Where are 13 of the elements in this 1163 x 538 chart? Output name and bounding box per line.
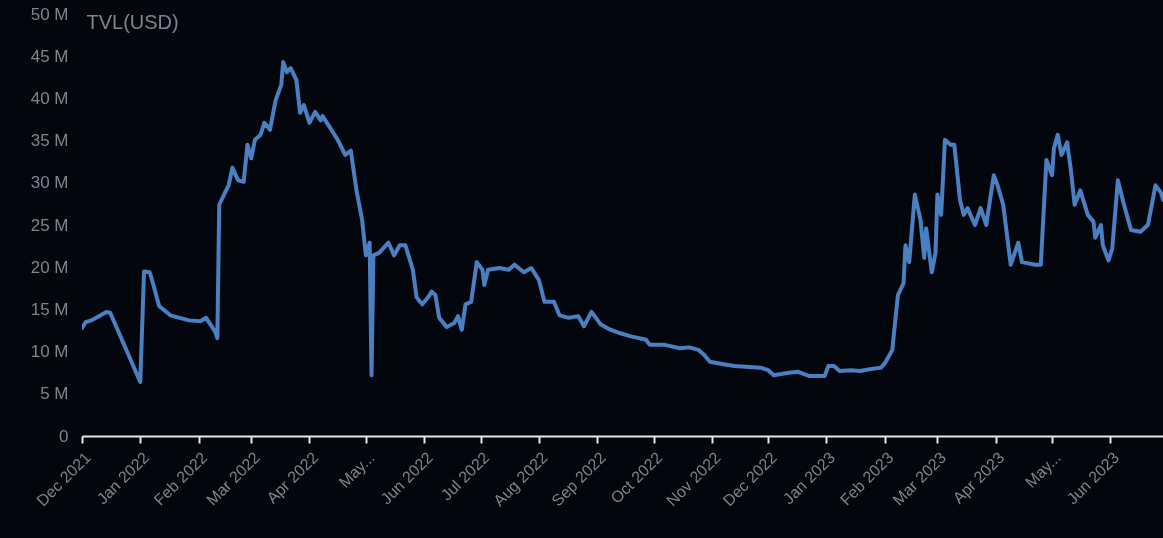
y-tick-label: 30 M <box>30 173 69 193</box>
y-tick-label: 25 M <box>30 215 69 235</box>
line-series <box>82 60 1163 384</box>
y-axis-title: TVL(USD) <box>86 10 179 33</box>
y-tick-label: 0 <box>59 426 69 446</box>
y-tick-label: 45 M <box>30 46 69 66</box>
y-tick-label: 15 M <box>30 299 69 319</box>
y-tick-label: 50 M <box>30 4 69 24</box>
y-tick-label: 20 M <box>30 257 69 277</box>
y-tick-label: 40 M <box>30 88 69 108</box>
y-tick-label: 35 M <box>30 131 69 151</box>
y-tick-label: 5 M <box>40 384 69 404</box>
y-tick-label: 10 M <box>30 342 69 362</box>
